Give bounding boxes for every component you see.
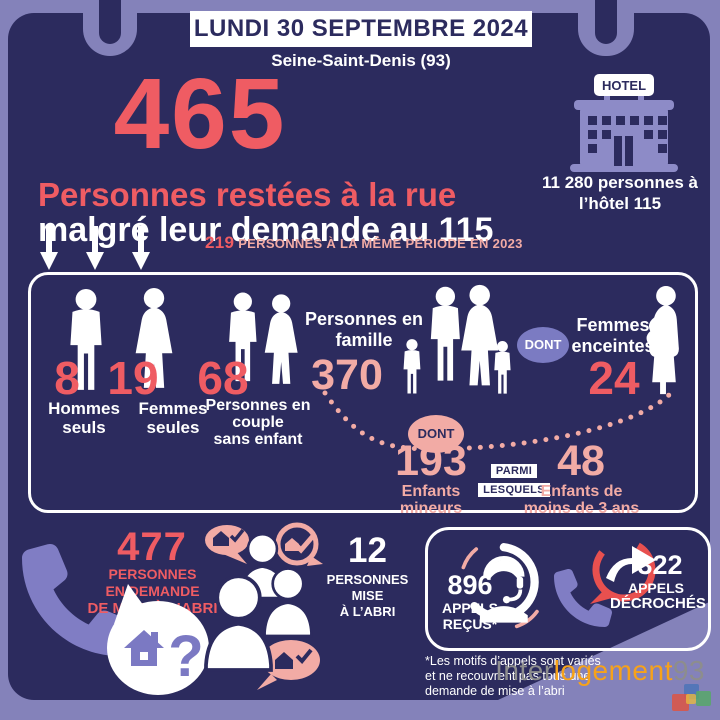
parmi-lesquels-badge: PARMI LESQUELS: [478, 461, 550, 499]
phone-icon: [22, 544, 134, 656]
family-label: Personnes en famille: [304, 309, 424, 350]
comparison-label: PERSONNES À LA MÊME PÉRIODE EN 2023: [238, 236, 523, 251]
hotel-caption: 11 280 personnes à l’hôtel 115: [528, 172, 712, 214]
family-value: 370: [311, 351, 383, 399]
calls-answered-label: APPELS DÉCROCHÉS: [610, 580, 706, 612]
man-icon: [70, 289, 102, 390]
logo-part-logement: logement: [553, 655, 673, 686]
dotted-arc-icon: [322, 390, 674, 452]
logo: Interlogement93: [420, 655, 705, 687]
big-number: 465: [113, 58, 287, 170]
house-question-bubble-icon: ?: [107, 584, 209, 695]
logo-part-inter: Inter: [495, 655, 554, 686]
calls-received-label: APPELS REÇUS*: [441, 600, 498, 632]
under3-value: 48: [557, 437, 605, 485]
under3-label: Enfants de moins de 3 ans: [523, 483, 640, 517]
single-women-value: 19: [107, 352, 159, 404]
title-line-2: malgré leur demande au 115: [38, 211, 494, 249]
logo-cubes-icon: [672, 684, 711, 711]
operator-icon: [461, 543, 539, 629]
family-icon: [403, 284, 511, 394]
footnote: *Les motifs d’appels sont variés et ne r…: [425, 654, 601, 698]
minors-value: 193: [395, 437, 467, 485]
pregnant-women-label: Femmes enceintes: [571, 315, 655, 356]
woman-icon: [135, 288, 173, 388]
answered-bubble-icon: [590, 538, 656, 604]
couple-icon: [229, 292, 298, 384]
minors-label: Enfants mineurs: [399, 483, 463, 517]
hotel-caption-line: l’hôtel 115: [578, 194, 662, 213]
stats-panel: 8 Hommes seuls 19 Femmes seules: [28, 272, 698, 517]
calendar-ring-left-slot: [99, 0, 121, 44]
logo-part-93: 93: [672, 655, 705, 686]
title-line-1: Personnes restées à la rue: [38, 176, 457, 213]
couple-label: Personnes en couple sans enfant: [205, 397, 311, 448]
sheltered-label: PERSONNES MISE À L’ABRI: [326, 572, 409, 619]
shelter-request-value: 477: [117, 525, 187, 569]
single-men-label: Hommes seuls: [48, 399, 120, 437]
hotel-caption-line: 11 280 personnes à: [542, 173, 698, 192]
calendar-ring-right-slot: [595, 0, 617, 44]
location-label: Seine-Saint-Denis (93): [271, 51, 451, 70]
pregnant-woman-icon: [646, 286, 679, 395]
calls-answered-value: 322: [637, 550, 683, 580]
calls-panel: 896 APPELS REÇUS* 322 APPELS DÉCROCHÉS: [425, 527, 711, 651]
dont-badge-families: DONT: [517, 327, 569, 363]
calls-received-value: 896: [447, 570, 493, 600]
hotel-sign-label: HOTEL: [602, 78, 646, 93]
handset-icon: [554, 569, 612, 627]
down-arrows-icon: [40, 226, 150, 270]
date-banner: LUNDI 30 SEPTEMBRE 2024: [190, 11, 532, 47]
comparison-number: 219: [205, 233, 235, 252]
people-group-icon: [204, 522, 323, 690]
hotel-icon: HOTEL: [570, 74, 678, 172]
question-mark: ?: [168, 624, 203, 689]
sheltered-value: 12: [348, 531, 387, 570]
pregnant-women-value: 24: [588, 352, 640, 404]
couple-value: 68: [197, 352, 249, 404]
dont-badge-children: DONT: [408, 415, 464, 453]
single-men-value: 8: [54, 352, 80, 404]
comparison-line: 219 PERSONNES À LA MÊME PÉRIODE EN 2023: [205, 233, 535, 253]
single-women-label: Femmes seules: [138, 399, 208, 437]
